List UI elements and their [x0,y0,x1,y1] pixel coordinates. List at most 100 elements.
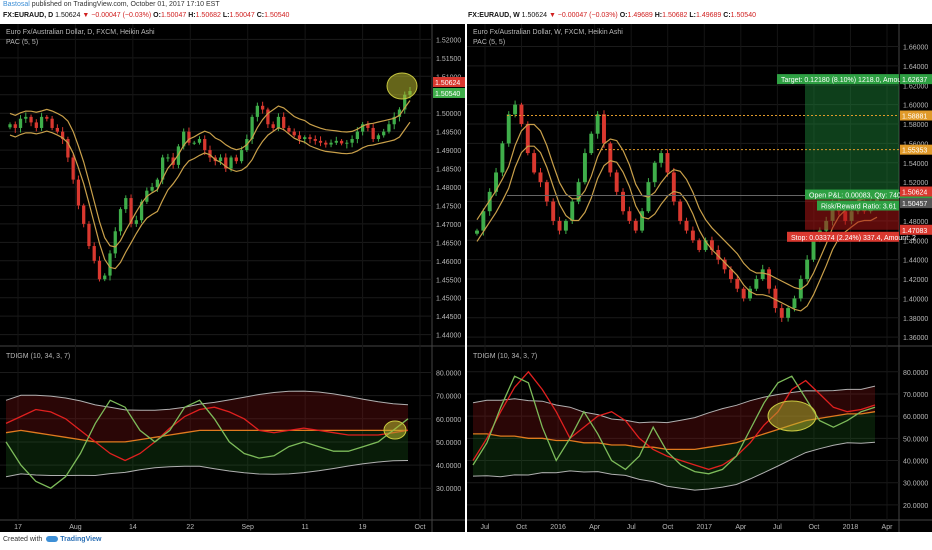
candle-body [24,116,28,119]
right-symbol[interactable]: FX:EURAUD, W [468,12,520,19]
candle-body [55,127,59,132]
candle-body [124,198,128,210]
left-chart-svg[interactable]: 1.520001.515001.510001.505001.500001.495… [0,24,465,532]
price-tick-label: 1.66000 [903,45,928,52]
price-tick-label: 1.45500 [436,277,461,284]
osc-price-line [472,375,876,475]
candle-body [282,116,286,128]
osc-tick-label: 80.0000 [436,371,461,378]
right-chart-panel[interactable]: 1.660001.640001.620001.600001.580001.560… [467,24,932,532]
candle-body [697,240,702,250]
candle-body [150,187,154,191]
right-high: 1.50682 [662,12,688,19]
osc-highlight-ellipse [383,420,407,440]
candle-body [8,124,12,128]
stop-label: Stop: 0.03374 (2.24%) 337.4, Amount: 2 [791,235,916,242]
osc-tick-label: 40.0000 [903,459,928,466]
right-tag-level2: 1.55353 [902,148,927,155]
osc-tick-label: 80.0000 [903,370,928,377]
right-indicator-label[interactable]: PAC (5, 5) [473,39,506,46]
left-open-label: O: [153,12,161,19]
price-tick-label: 1.46000 [436,259,461,266]
left-symbol[interactable]: FX:EURAUD, D [3,12,54,19]
candle-body [155,179,159,187]
candle-body [61,131,65,140]
price-tick-label: 1.47000 [436,222,461,229]
right-osc-title[interactable]: TDIGM (10, 34, 3, 7) [473,353,538,360]
candle-body [627,211,632,221]
time-tick-label: Jul [627,524,636,531]
candle-body [652,162,657,183]
price-tick-label: 1.47500 [436,203,461,210]
candle-body [45,116,49,119]
candle-body [182,131,186,147]
candle-body [345,142,349,144]
right-chart-title: Euro Fx/Australian Dollar, W, FXCM, Heik… [473,29,623,36]
candle-body [266,109,270,125]
osc-tick-label: 70.0000 [903,392,928,399]
candle-body [13,124,17,128]
candle-body [139,201,144,221]
publish-text: published on TradingView.com, October 01… [29,1,220,8]
tradingview-brand[interactable]: TradingView [60,536,102,543]
osc-tick-label: 50.0000 [436,440,461,447]
right-tag-target: 1.62637 [902,77,927,84]
right-low-label: L: [689,12,697,19]
left-open: 1.50047 [160,12,187,19]
price-tick-label: 1.46000 [903,238,928,245]
time-tick-label: 19 [359,524,367,531]
right-chart-svg[interactable]: 1.660001.640001.620001.600001.580001.560… [467,24,932,532]
osc-lower-band [472,441,876,491]
candle-body [767,269,772,289]
tradingview-logo-icon[interactable] [46,536,59,543]
candle-body [313,139,317,141]
left-high: 1.50682 [195,12,221,19]
left-chart-panel[interactable]: 1.520001.515001.510001.505001.500001.495… [0,24,465,532]
right-change: ▼ −0.00047 (−0.03%) [548,12,618,19]
right-tag-stop-bg [900,224,932,235]
price-tick-label: 1.44500 [436,314,461,321]
candle-body [297,135,302,140]
candle-body [329,142,333,145]
candle-body [709,240,714,250]
candle-body [187,131,191,143]
right-close-label: C: [723,12,731,19]
publish-info: Bastosal published on TradingView.com, O… [3,1,220,8]
time-tick-label: Aug [69,524,82,531]
candle-body [239,150,244,162]
candle-body [287,127,291,132]
channel-upper [9,100,411,248]
candle-body [255,105,259,117]
price-tick-label: 1.50000 [436,111,461,118]
candle-body [532,153,537,173]
candle-body [589,133,594,154]
candle-body [563,220,568,231]
candle-body [103,275,107,280]
left-osc-title[interactable]: TDIGM (10, 34, 3, 7) [6,353,71,360]
candle-body [208,150,212,158]
time-tick-label: 11 [302,524,309,531]
top-bar: Bastosal published on TradingView.com, O… [0,0,932,24]
candle-body [659,153,664,163]
price-tick-label: 1.38000 [903,316,928,323]
candle-body [570,201,575,221]
price-tick-label: 1.49000 [436,148,461,155]
candle-body [403,94,407,110]
candle-body [703,240,708,250]
time-tick-label: Oct [808,524,819,531]
target-label-bg [777,74,899,85]
author-link[interactable]: Bastosal [3,1,30,8]
price-tick-label: 1.44000 [903,258,928,265]
osc-upper-zone [473,386,875,450]
channel-upper [476,123,878,290]
created-with-text: Created with [3,536,43,543]
time-tick-label: Oct [415,524,426,531]
channel-lower [476,145,878,312]
osc-tick-label: 60.0000 [903,414,928,421]
right-tag-last-top: 1.50624 [902,190,927,197]
left-high-label: H: [188,12,196,19]
candle-body [602,114,606,144]
candle-body [92,246,96,261]
left-indicator-label[interactable]: PAC (5, 5) [6,39,39,46]
candle-body [197,139,202,143]
